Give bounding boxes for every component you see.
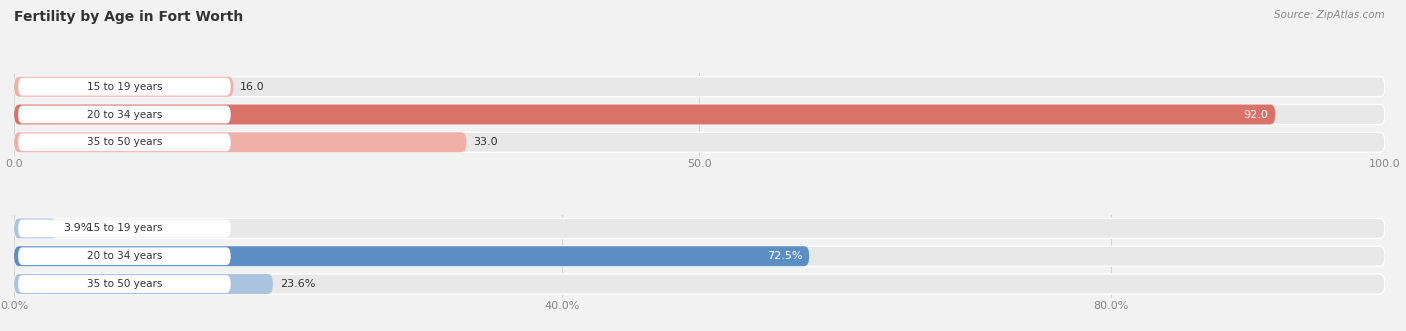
FancyBboxPatch shape (18, 106, 231, 123)
Text: 15 to 19 years: 15 to 19 years (87, 223, 162, 233)
Text: 20 to 34 years: 20 to 34 years (87, 110, 162, 119)
FancyBboxPatch shape (14, 218, 1385, 238)
FancyBboxPatch shape (14, 105, 1275, 124)
Text: 35 to 50 years: 35 to 50 years (87, 279, 162, 289)
Text: 35 to 50 years: 35 to 50 years (87, 137, 162, 147)
Text: 3.9%: 3.9% (63, 223, 91, 233)
FancyBboxPatch shape (18, 219, 231, 237)
FancyBboxPatch shape (14, 132, 467, 152)
FancyBboxPatch shape (14, 77, 1385, 97)
FancyBboxPatch shape (14, 77, 233, 97)
FancyBboxPatch shape (18, 133, 231, 151)
FancyBboxPatch shape (18, 275, 231, 293)
Text: 20 to 34 years: 20 to 34 years (87, 251, 162, 261)
Text: 15 to 19 years: 15 to 19 years (87, 82, 162, 92)
FancyBboxPatch shape (18, 78, 231, 96)
FancyBboxPatch shape (18, 247, 231, 265)
FancyBboxPatch shape (14, 246, 1385, 266)
FancyBboxPatch shape (14, 132, 1385, 152)
FancyBboxPatch shape (14, 274, 1385, 294)
FancyBboxPatch shape (14, 274, 273, 294)
Text: 92.0: 92.0 (1243, 110, 1268, 119)
Text: 72.5%: 72.5% (766, 251, 803, 261)
FancyBboxPatch shape (14, 218, 56, 238)
FancyBboxPatch shape (14, 105, 1385, 124)
Text: Source: ZipAtlas.com: Source: ZipAtlas.com (1274, 10, 1385, 20)
Text: 16.0: 16.0 (240, 82, 264, 92)
FancyBboxPatch shape (14, 246, 810, 266)
Text: 23.6%: 23.6% (280, 279, 315, 289)
Text: Fertility by Age in Fort Worth: Fertility by Age in Fort Worth (14, 10, 243, 24)
Text: 33.0: 33.0 (474, 137, 498, 147)
